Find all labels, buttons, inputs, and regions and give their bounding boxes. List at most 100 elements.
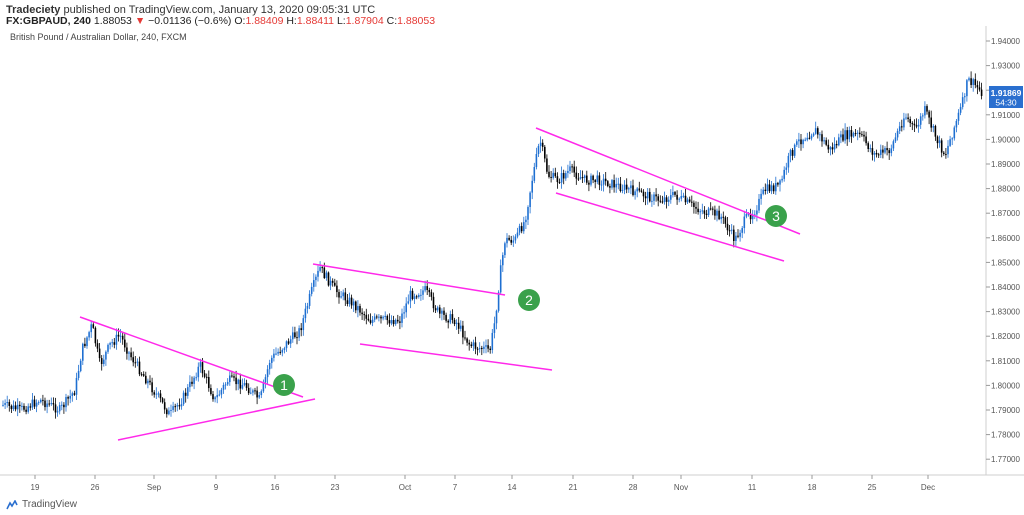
candle-body — [16, 404, 19, 410]
candle-body — [155, 393, 158, 395]
candle-body — [394, 319, 397, 325]
candle-body — [310, 286, 313, 294]
candle-body — [350, 297, 353, 306]
trendline-pattern-1-lower[interactable] — [117, 398, 316, 441]
candle-body — [476, 348, 479, 350]
candle-body — [147, 380, 149, 384]
candle-body — [422, 290, 424, 295]
candle-body — [646, 191, 649, 199]
candle-body — [268, 362, 271, 370]
tradingview-footer[interactable]: TradingView — [6, 499, 77, 510]
candle-body — [508, 237, 510, 240]
candle-body — [105, 351, 107, 360]
candle-body — [764, 189, 767, 191]
trendline-pattern-2-lower[interactable] — [359, 343, 553, 371]
candle-body — [915, 125, 918, 127]
candle-body — [932, 125, 935, 128]
candle-body — [340, 296, 342, 298]
trendline-pattern-1-upper[interactable] — [79, 316, 304, 398]
candle-body — [342, 292, 344, 297]
candle-body — [772, 185, 775, 192]
candle-body — [527, 207, 529, 220]
candle-body — [142, 374, 145, 376]
candle-body — [40, 399, 42, 403]
candle-body — [478, 347, 481, 350]
candle-body — [594, 180, 596, 182]
candle-body — [733, 229, 735, 241]
candle-body — [298, 328, 300, 338]
candle-body — [781, 178, 783, 181]
candle-body — [92, 324, 95, 328]
candle-body — [905, 117, 907, 119]
candle-body — [470, 344, 473, 347]
candle-body — [277, 351, 279, 354]
candle-body — [814, 128, 817, 134]
candle-body — [344, 292, 347, 301]
time-tick-label: 21 — [569, 483, 578, 492]
author-name[interactable]: Tradeciety — [6, 4, 61, 16]
candle-body — [46, 403, 48, 408]
candle-body — [432, 296, 435, 309]
candle-body — [810, 135, 813, 139]
candle-body — [132, 357, 134, 363]
candle-body — [926, 106, 928, 112]
trendline-pattern-3-upper[interactable] — [535, 127, 801, 235]
time-tick-label: 26 — [91, 483, 100, 492]
candle-body — [390, 320, 393, 324]
candle-body — [873, 152, 876, 155]
candle-body — [424, 286, 426, 291]
candle-body — [386, 315, 389, 321]
candle-body — [313, 280, 315, 287]
candle-body — [850, 130, 853, 137]
candle-body — [743, 216, 746, 229]
candle-body — [252, 390, 254, 393]
candle-body — [195, 377, 197, 379]
time-tick-label: Sep — [147, 483, 162, 492]
candle-body — [279, 351, 281, 353]
candle-body — [245, 382, 248, 388]
candle-body — [554, 172, 557, 177]
candle-body — [159, 393, 162, 399]
candle-body — [306, 305, 309, 309]
candle-body — [844, 130, 846, 141]
candle-body — [134, 362, 137, 364]
price-tick-label: 1.80000 — [991, 381, 1020, 390]
candle-body — [466, 338, 468, 343]
candle-body — [371, 319, 374, 323]
candle-body — [787, 155, 790, 168]
price-axis[interactable]: 1.940001.930001.920001.910001.900001.890… — [986, 37, 1020, 464]
time-axis[interactable]: 19 26 Sep 9 16 23 Oct 7 14 21 28 Nov 11 18 25 Dec — [31, 475, 936, 492]
price-badge-countdown: 54:30 — [995, 98, 1017, 108]
time-tick-label: 25 — [868, 483, 877, 492]
candle-body — [109, 342, 111, 345]
candle-body — [642, 191, 645, 197]
candle-body — [75, 377, 78, 395]
candle-body — [974, 79, 977, 86]
trendline-pattern-3-lower[interactable] — [555, 192, 785, 262]
candle-body — [911, 123, 914, 125]
candle-body — [806, 137, 809, 140]
candle-body — [512, 240, 515, 243]
candle-body — [229, 375, 231, 383]
candle-body — [52, 403, 55, 405]
candle-body — [709, 208, 712, 210]
trendlines[interactable] — [79, 127, 801, 441]
candle-body — [138, 361, 141, 375]
candle-body — [825, 140, 827, 145]
candle-body — [739, 232, 741, 237]
price-tick-label: 1.85000 — [991, 258, 1020, 267]
trendline-pattern-2-upper[interactable] — [312, 263, 506, 296]
candle-body — [247, 387, 250, 394]
candle-body — [56, 411, 59, 413]
candle-body — [502, 255, 504, 266]
candle-body — [663, 197, 666, 202]
candle-body — [457, 322, 460, 329]
candle-body — [136, 361, 139, 363]
candle-body — [184, 392, 187, 396]
last-price: 1.88053 — [93, 15, 132, 27]
candle-body — [88, 332, 90, 338]
candle-body — [292, 332, 294, 340]
candle-body — [506, 237, 508, 244]
candle-body — [884, 148, 886, 153]
